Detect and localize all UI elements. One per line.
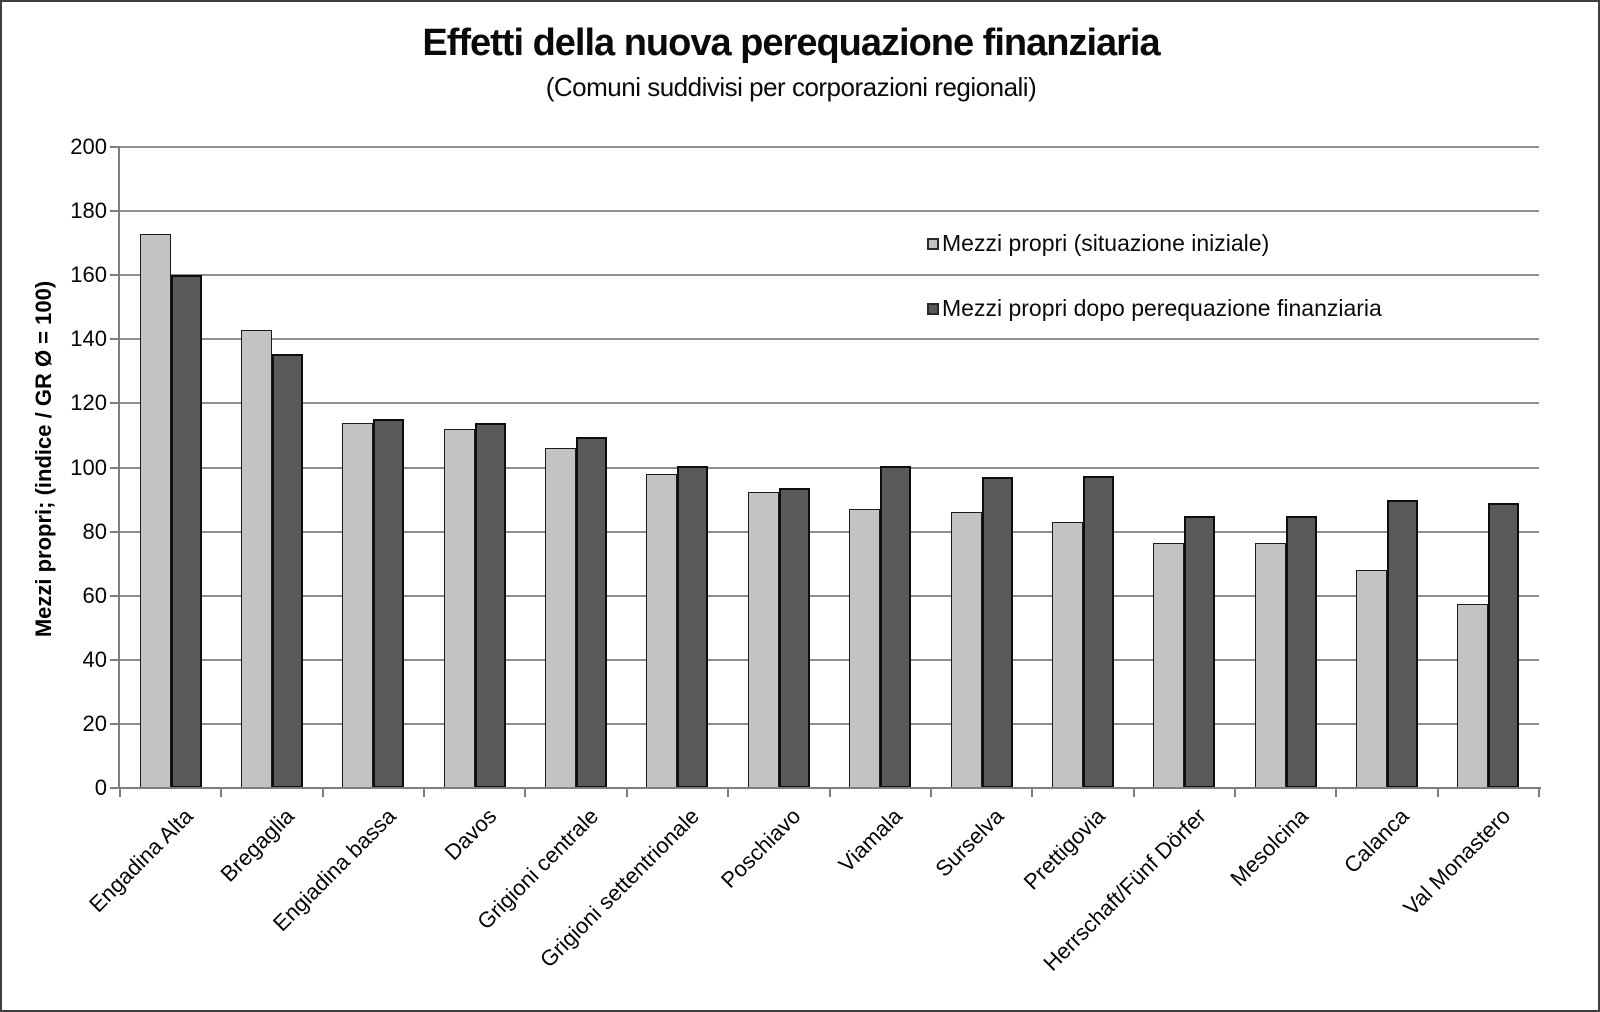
- x-category-label: Mesolcina: [1224, 803, 1313, 892]
- bar-dopo-2: [272, 353, 304, 788]
- y-tick-label: 60: [82, 582, 107, 608]
- legend-item-dopo: Mezzi propri dopo perequazione finanziar…: [927, 295, 1382, 321]
- bar-dopo-13: [1386, 499, 1418, 788]
- x-axis-tick: [1233, 788, 1236, 797]
- x-axis-tick: [1132, 788, 1135, 797]
- bar-iniziale-6: [646, 473, 678, 788]
- bar-iniziale-1: [139, 233, 171, 788]
- x-axis-tick: [524, 788, 527, 797]
- bar-dopo-9: [981, 477, 1013, 788]
- x-axis-tick: [220, 788, 223, 797]
- gridline: [120, 594, 1539, 597]
- x-axis-tick: [828, 788, 831, 797]
- x-category-label: Val Monastero: [1398, 803, 1516, 921]
- y-axis-tick: [110, 466, 120, 469]
- bar-iniziale-8: [849, 509, 881, 788]
- bar-dopo-7: [778, 488, 810, 788]
- y-tick-label: 0: [94, 775, 107, 800]
- y-axis-tick: [110, 274, 120, 277]
- x-axis-tick: [1335, 788, 1338, 797]
- bar-dopo-6: [677, 465, 709, 788]
- bar-iniziale-4: [443, 429, 475, 788]
- y-axis-tick: [110, 594, 120, 597]
- bar-dopo-8: [880, 465, 912, 788]
- bar-iniziale-14: [1457, 603, 1489, 788]
- chart-subtitle: (Comuni suddivisi per corporazioni regio…: [545, 72, 1037, 102]
- y-axis-tick: [110, 658, 120, 661]
- x-category-label: Davos: [439, 803, 502, 866]
- bar-iniziale-7: [747, 491, 779, 788]
- bar-iniziale-3: [342, 422, 374, 788]
- x-axis-tick: [1436, 788, 1439, 797]
- y-axis-tick: [110, 722, 120, 725]
- gridline: [120, 274, 1539, 277]
- x-category-label: Bregaglia: [215, 803, 300, 887]
- x-axis-tick: [321, 788, 324, 797]
- bar-dopo-5: [576, 437, 608, 788]
- chart-title: Effetti della nuova perequazione finanzi…: [422, 22, 1160, 64]
- x-axis-tick: [423, 788, 426, 797]
- x-axis-tick: [625, 788, 628, 797]
- y-tick-label: 140: [70, 326, 107, 352]
- y-axis-tick: [110, 530, 120, 533]
- bar-dopo-10: [1082, 475, 1114, 788]
- gridline: [120, 338, 1539, 341]
- y-tick-label: 160: [70, 262, 107, 288]
- y-axis-tick: [110, 146, 120, 148]
- x-category-label: Prettigovia: [1018, 803, 1110, 895]
- x-axis-tick: [929, 788, 932, 797]
- legend-label-dopo: Mezzi propri dopo perequazione finanziar…: [942, 295, 1382, 321]
- bar-iniziale-10: [1051, 521, 1083, 788]
- gridline: [120, 530, 1539, 533]
- gridline: [120, 466, 1539, 469]
- bar-iniziale-5: [545, 448, 577, 788]
- gridline: [120, 402, 1539, 405]
- bar-dopo-14: [1488, 502, 1520, 788]
- y-axis-tick: [110, 210, 120, 213]
- gridline: [120, 722, 1539, 725]
- x-category-label: Engadina Alta: [83, 803, 198, 917]
- legend-label-initial: Mezzi propri (situazione iniziale): [942, 230, 1270, 256]
- gridline: [120, 658, 1539, 661]
- bar-iniziale-9: [950, 512, 982, 788]
- bar-dopo-3: [373, 419, 405, 788]
- x-axis-line: [120, 787, 1541, 789]
- y-tick-label: 120: [70, 390, 107, 416]
- bar-dopo-4: [474, 422, 506, 788]
- x-axis-tick: [1538, 788, 1540, 797]
- bar-iniziale-2: [241, 329, 273, 788]
- y-tick-label: 40: [82, 646, 107, 672]
- x-category-label: Viamala: [833, 803, 908, 877]
- y-axis-line: [118, 147, 120, 788]
- y-tick-label: 20: [82, 710, 107, 736]
- y-tick-label: 100: [70, 454, 107, 480]
- y-axis-tick: [110, 787, 120, 789]
- x-axis-tick: [727, 788, 730, 797]
- y-tick-label: 180: [70, 198, 107, 224]
- bar-dopo-12: [1285, 515, 1317, 788]
- bar-dopo-11: [1184, 515, 1216, 788]
- y-tick-label: 200: [70, 134, 107, 159]
- legend-item-initial: Mezzi propri (situazione iniziale): [927, 230, 1269, 256]
- legend-swatch-initial-icon: [927, 238, 939, 250]
- x-axis-tick: [119, 788, 121, 797]
- bar-dopo-1: [170, 275, 202, 788]
- bar-iniziale-12: [1254, 542, 1286, 788]
- bar-iniziale-13: [1355, 570, 1387, 788]
- x-axis-tick: [1031, 788, 1034, 797]
- x-category-label: Poschiavo: [716, 803, 806, 893]
- gridline: [120, 146, 1539, 148]
- bar-iniziale-11: [1153, 542, 1185, 788]
- gridline: [120, 210, 1539, 213]
- y-axis-tick: [110, 338, 120, 341]
- x-category-label: Surselva: [930, 803, 1009, 882]
- legend-swatch-dopo-icon: [927, 303, 939, 315]
- x-category-label: Calanca: [1339, 803, 1414, 879]
- y-tick-label: 80: [82, 518, 107, 544]
- y-axis-tick: [110, 402, 120, 405]
